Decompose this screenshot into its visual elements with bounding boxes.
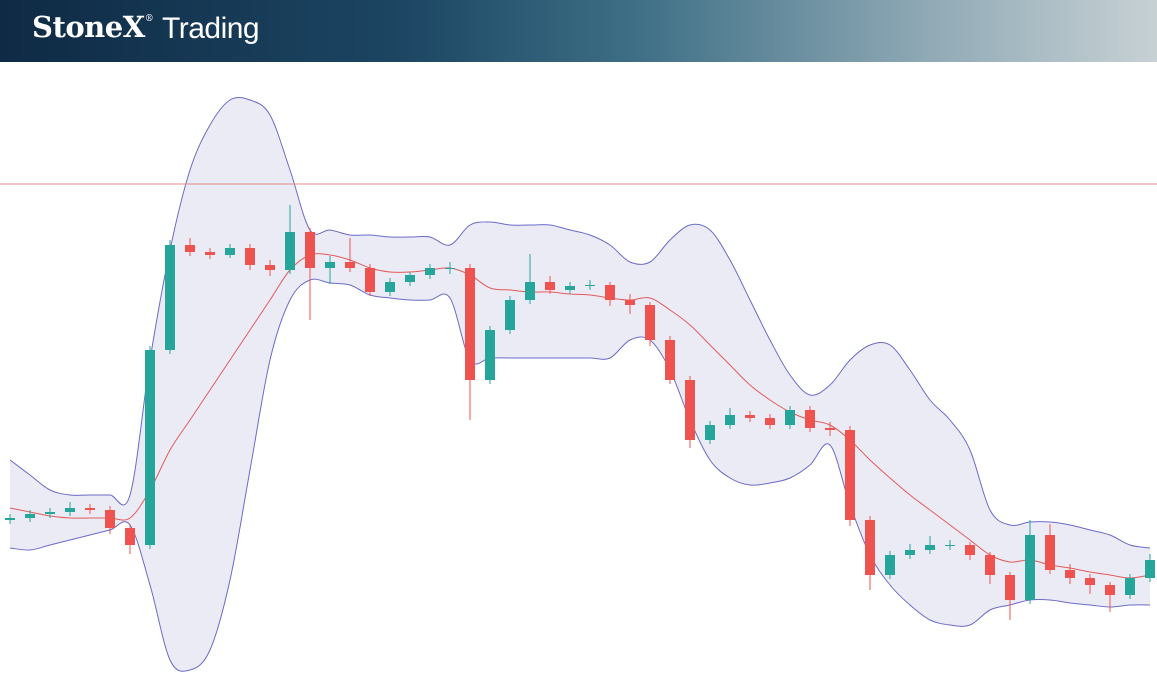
candle-body xyxy=(585,285,595,286)
candle-body xyxy=(525,282,535,300)
candle-body xyxy=(565,286,575,290)
candle-body xyxy=(285,232,295,270)
candle-body xyxy=(45,512,55,514)
candle-body xyxy=(385,282,395,292)
candle-body xyxy=(665,340,675,380)
candle-body xyxy=(145,350,155,545)
header: StoneX® Trading xyxy=(0,0,1157,62)
upper-band xyxy=(9,96,1151,549)
candle-body xyxy=(1005,575,1015,600)
candle-body xyxy=(685,380,695,440)
candle-body xyxy=(765,418,775,425)
candle-body xyxy=(205,252,215,255)
candle-body xyxy=(965,545,975,555)
candle-body xyxy=(905,550,915,555)
brand-name: StoneX xyxy=(32,10,145,44)
candle-body xyxy=(625,300,635,305)
candle-body xyxy=(545,282,555,290)
candle-body xyxy=(165,245,175,350)
candle-body xyxy=(825,428,835,430)
candle-body xyxy=(745,415,755,418)
candle-body xyxy=(125,528,135,545)
candle-body xyxy=(925,545,935,550)
candle-body xyxy=(425,268,435,275)
candle-body xyxy=(25,514,35,518)
candle-body xyxy=(885,555,895,575)
candle-body xyxy=(605,285,615,300)
candle-body xyxy=(945,545,955,546)
candle-body xyxy=(105,510,115,528)
candle-body xyxy=(445,268,455,269)
candle-body xyxy=(305,232,315,268)
candle-body xyxy=(645,305,655,340)
candle-body xyxy=(805,410,815,428)
candle-body xyxy=(1025,535,1035,600)
candle-body xyxy=(985,555,995,575)
candle-body xyxy=(1065,570,1075,578)
brand[interactable]: StoneX® xyxy=(32,10,154,44)
lower-band xyxy=(9,278,1151,672)
candle-body xyxy=(1045,535,1055,570)
brand-mark: ® xyxy=(144,14,154,24)
candle-body xyxy=(485,330,495,380)
candle-body xyxy=(725,415,735,425)
candle-body xyxy=(245,248,255,265)
candle-body xyxy=(1145,560,1155,578)
candle-body xyxy=(405,275,415,282)
candle-body xyxy=(465,268,475,380)
candle-body xyxy=(1085,578,1095,585)
candle-body xyxy=(325,262,335,268)
candle-body xyxy=(5,518,15,520)
candle-body xyxy=(365,268,375,292)
candle-body xyxy=(785,410,795,425)
candle-body xyxy=(705,425,715,440)
middle-band xyxy=(9,253,1151,579)
candle-body xyxy=(1105,585,1115,595)
candle-body xyxy=(225,248,235,255)
chart xyxy=(0,96,1157,672)
candle-body xyxy=(1125,578,1135,595)
candle-body xyxy=(65,508,75,512)
candle-body xyxy=(865,520,875,575)
candle-body xyxy=(85,508,95,510)
candle-body xyxy=(505,300,515,330)
candle-body xyxy=(265,265,275,270)
candle-body xyxy=(345,262,355,268)
candle-body xyxy=(185,245,195,252)
product-name: Trading xyxy=(162,12,260,45)
candle-body xyxy=(845,430,855,520)
